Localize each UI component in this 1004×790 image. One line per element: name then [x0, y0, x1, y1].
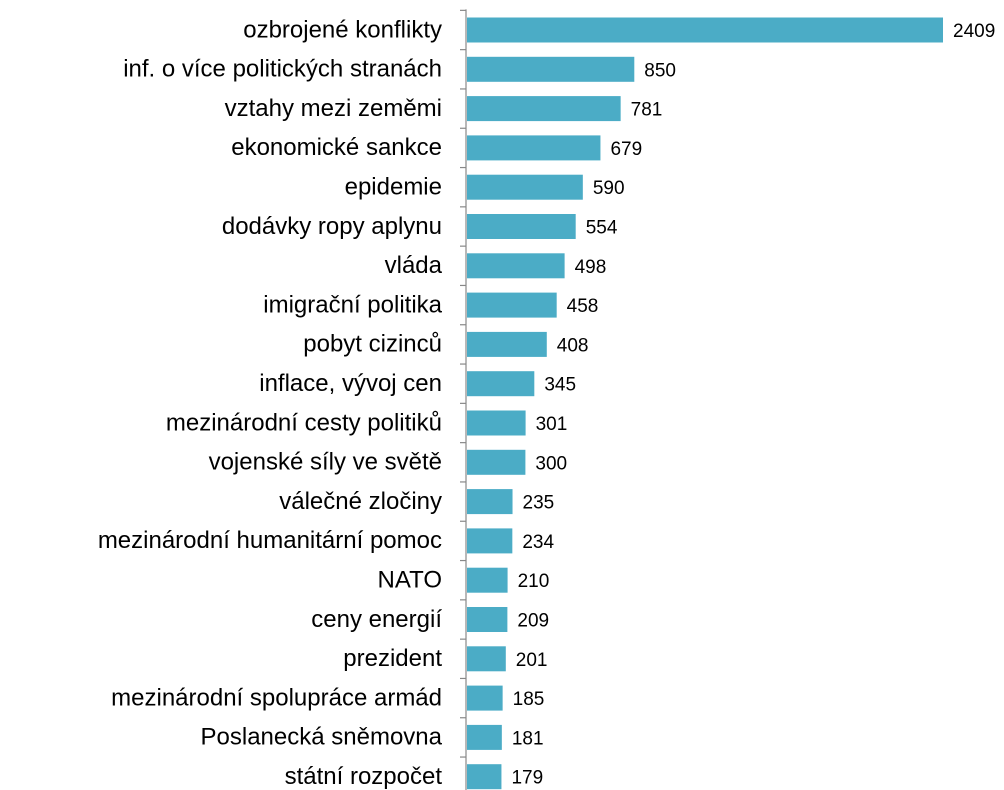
- value-label: 2409: [953, 21, 995, 42]
- value-label: 458: [567, 296, 599, 317]
- bar: [467, 764, 502, 790]
- category-label: imigrační politika: [263, 291, 442, 318]
- category-label: inf. o více politických stranách: [123, 56, 442, 83]
- bar: [467, 567, 508, 593]
- value-label: 408: [557, 335, 589, 356]
- bar: [467, 135, 601, 161]
- value-label: 781: [631, 100, 663, 121]
- category-label: mezinárodní spolupráce armád: [111, 684, 442, 711]
- value-label: 300: [535, 453, 567, 474]
- value-label: 679: [610, 139, 642, 160]
- category-label: vztahy mezi zeměmi: [225, 95, 442, 122]
- bar: [467, 607, 508, 632]
- category-label: mezinárodní cesty politiků: [166, 409, 442, 436]
- value-label: 181: [512, 728, 544, 749]
- category-label: ozbrojené konflikty: [243, 16, 442, 43]
- category-label: Poslanecká sněmovna: [201, 724, 443, 751]
- value-label: 850: [644, 60, 676, 81]
- category-label: válečné zločiny: [279, 488, 442, 515]
- value-label: 301: [536, 414, 568, 435]
- value-label: 210: [518, 571, 550, 592]
- bar: [467, 528, 513, 554]
- bar: [467, 17, 943, 43]
- bar: [467, 410, 526, 436]
- category-label: mezinárodní humanitární pomoc: [98, 527, 442, 554]
- category-label: vojenské síly ve světě: [209, 449, 442, 476]
- bar: [467, 646, 506, 672]
- bar: [467, 292, 557, 318]
- category-label: státní rozpočet: [285, 763, 443, 790]
- bar: [467, 253, 565, 279]
- bar: [467, 214, 576, 239]
- category-label: inflace, vývoj cen: [259, 370, 442, 397]
- category-label: pobyt cizinců: [303, 331, 442, 358]
- category-label: dodávky ropy aplynu: [222, 213, 442, 240]
- bar: [467, 174, 583, 200]
- category-label: ekonomické sankce: [231, 134, 442, 161]
- value-label: 345: [544, 375, 576, 396]
- value-label: 554: [586, 218, 618, 239]
- value-label: 590: [593, 178, 625, 199]
- bar: [467, 56, 635, 82]
- value-label: 185: [513, 689, 545, 710]
- bar: [467, 331, 547, 357]
- category-label: NATO: [378, 567, 442, 594]
- bar: [467, 449, 526, 475]
- category-label: epidemie: [345, 174, 442, 201]
- value-label: 234: [522, 532, 554, 553]
- bar: [467, 685, 503, 711]
- category-label: vláda: [385, 252, 443, 279]
- value-label: 235: [523, 493, 555, 514]
- category-label: ceny energií: [311, 606, 442, 633]
- value-label: 498: [575, 257, 607, 278]
- bar: [467, 489, 513, 515]
- value-label: 209: [517, 611, 549, 632]
- value-label: 179: [511, 768, 543, 789]
- bar: [467, 96, 621, 122]
- category-label: prezident: [343, 645, 442, 672]
- bar: [467, 724, 502, 750]
- value-label: 201: [516, 650, 548, 671]
- bar: [467, 371, 535, 397]
